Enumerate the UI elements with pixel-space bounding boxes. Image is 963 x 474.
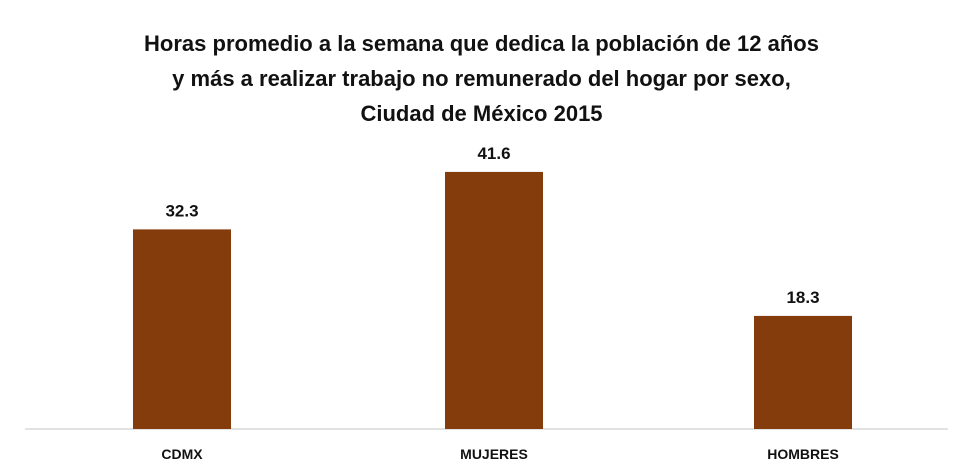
category-labels-group: CDMX MUJERES HOMBRES bbox=[161, 446, 838, 462]
value-label-cdmx: 32.3 bbox=[165, 201, 198, 220]
value-labels-group: 32.3 41.6 18.3 bbox=[165, 144, 819, 307]
category-label-hombres: HOMBRES bbox=[767, 446, 839, 462]
bar-mujeres bbox=[445, 171, 543, 430]
category-label-cdmx: CDMX bbox=[161, 446, 203, 462]
chart-title: Horas promedio a la semana que dedica la… bbox=[144, 31, 819, 126]
value-label-mujeres: 41.6 bbox=[477, 144, 510, 163]
bar-hombres bbox=[754, 315, 852, 429]
category-label-mujeres: MUJERES bbox=[460, 446, 528, 462]
bar-cdmx bbox=[133, 229, 231, 429]
value-label-hombres: 18.3 bbox=[786, 288, 819, 307]
bars-group bbox=[133, 171, 852, 430]
